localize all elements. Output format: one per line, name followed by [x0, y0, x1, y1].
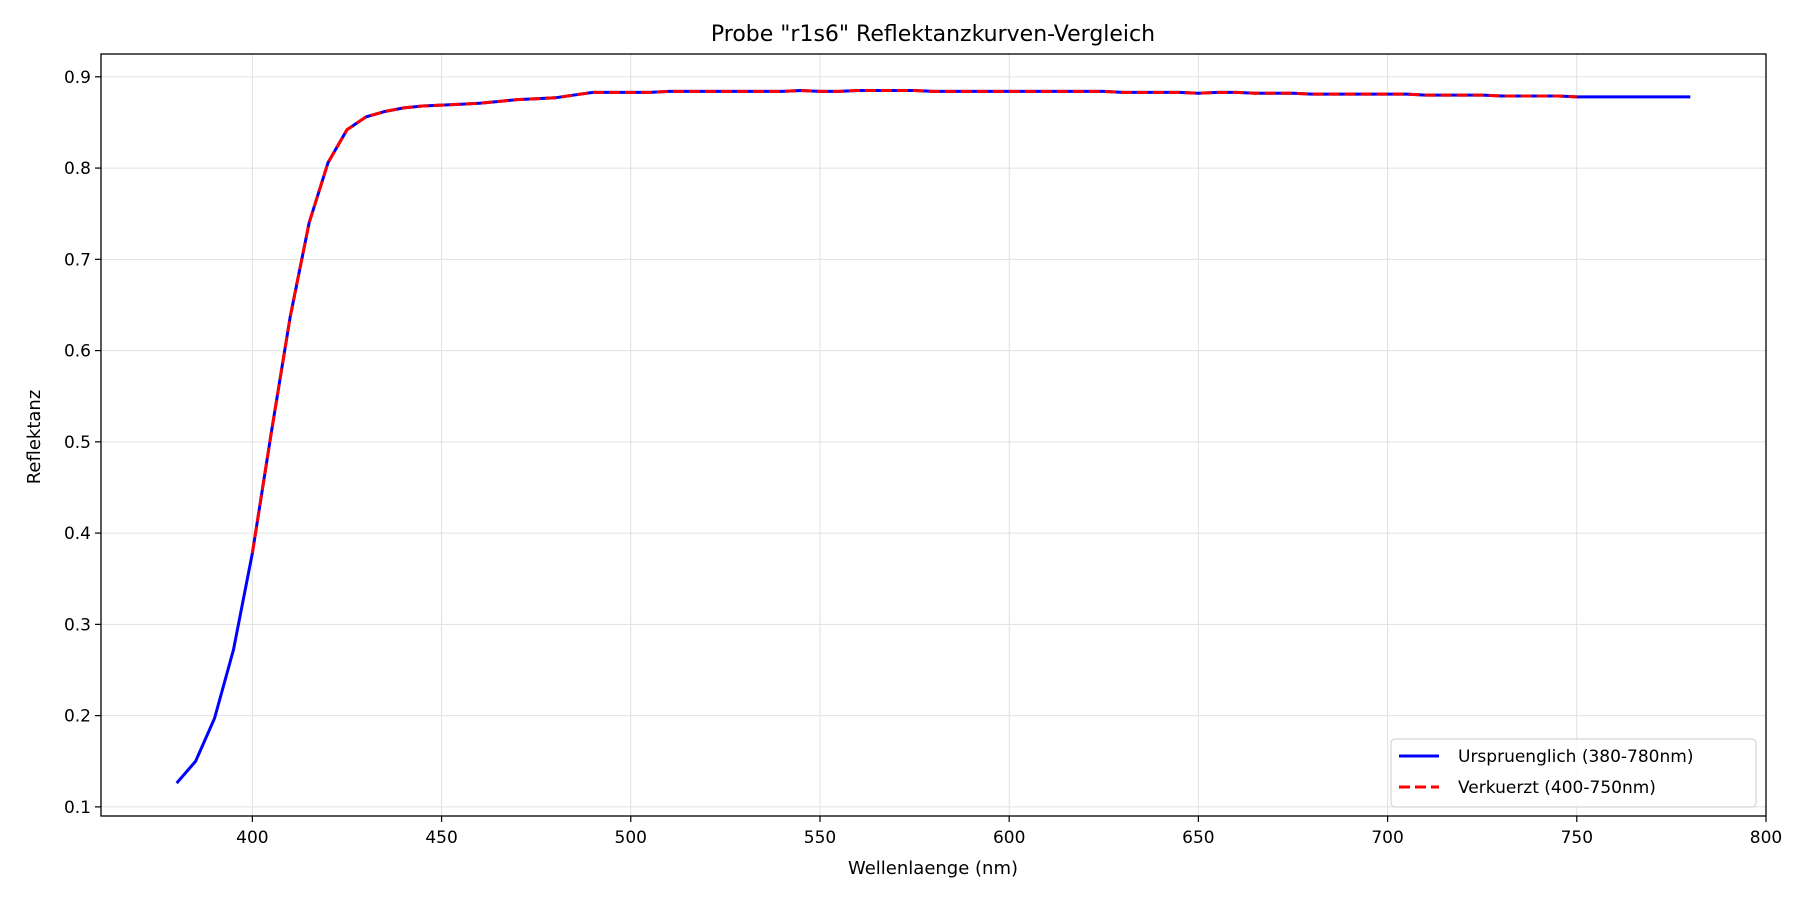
legend-label: Urspruenglich (380-780nm) — [1458, 747, 1693, 767]
x-tick-label: 400 — [236, 828, 268, 848]
x-tick-label: 750 — [1561, 828, 1593, 848]
series-line-0 — [175, 89, 1691, 785]
x-tick-label: 700 — [1371, 828, 1403, 848]
x-axis-ticks: 400 450 500 550 600 650 700 750 800 — [236, 816, 1782, 848]
x-tick-label: 800 — [1750, 828, 1782, 848]
y-tick-label: 0.4 — [64, 524, 91, 544]
series-lines — [175, 89, 1691, 785]
y-tick-label: 0.3 — [64, 615, 91, 635]
y-tick-label: 0.5 — [64, 433, 91, 453]
legend: Urspruenglich (380-780nm) Verkuerzt (400-… — [1390, 738, 1757, 808]
legend-box — [1390, 738, 1757, 808]
y-axis-ticks: 0.1 0.2 0.3 0.4 0.5 0.6 0.7 0.8 0.9 — [64, 68, 101, 818]
y-tick-label: 0.1 — [64, 798, 91, 818]
y-tick-label: 0.7 — [64, 250, 91, 270]
series-line-1 — [250, 89, 1577, 554]
x-axis-label: Wellenlaenge (nm) — [848, 858, 1018, 879]
x-tick-label: 450 — [425, 828, 457, 848]
x-tick-label: 500 — [615, 828, 647, 848]
y-tick-label: 0.9 — [64, 68, 91, 88]
x-tick-label: 550 — [804, 828, 836, 848]
legend-label: Verkuerzt (400-750nm) — [1458, 778, 1656, 798]
x-tick-label: 600 — [993, 828, 1025, 848]
y-tick-label: 0.6 — [64, 342, 91, 362]
y-tick-label: 0.8 — [64, 159, 91, 179]
plot-frame — [100, 53, 1767, 817]
y-axis-label: Reflektanz — [24, 390, 45, 485]
chart-title: Probe "r1s6" Reflektanzkurven-Vergleich — [711, 22, 1155, 47]
y-tick-label: 0.2 — [64, 707, 91, 727]
grid-lines — [101, 54, 1767, 816]
x-tick-label: 650 — [1182, 828, 1214, 848]
